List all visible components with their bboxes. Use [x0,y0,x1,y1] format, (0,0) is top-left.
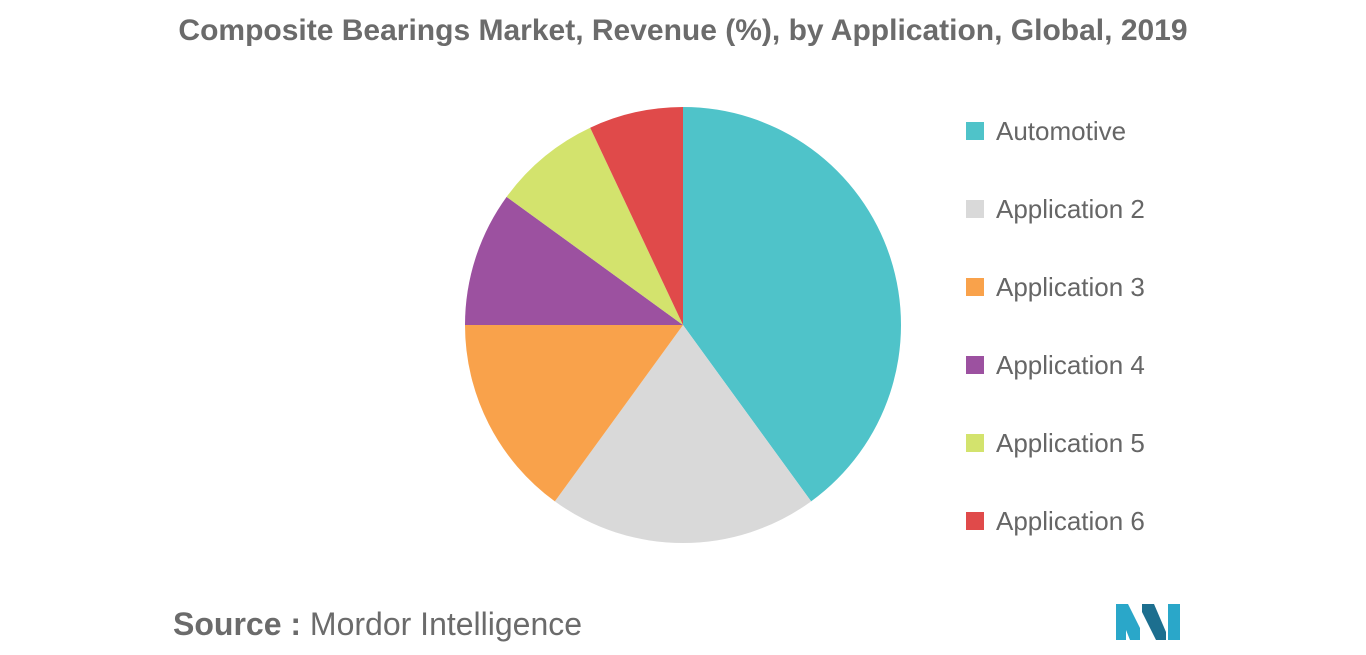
chart-title: Composite Bearings Market, Revenue (%), … [178,14,1188,47]
legend-swatch [966,278,984,296]
legend-label: Application 3 [996,272,1145,302]
pie-slice-application-3 [465,325,683,502]
legend-swatch [966,122,984,140]
source-text: Mordor Intelligence [309,606,583,642]
source-label: Source : [173,606,302,642]
legend-label: Application 4 [996,350,1145,380]
pie-slice-application-6 [590,107,683,325]
pie-slice-application-5 [506,127,683,325]
pie-slice-application-4 [465,196,683,325]
legend-label: Application 5 [996,428,1145,458]
mordor-logo-icon [1116,604,1180,640]
logo-shape-right [1168,604,1180,640]
legend-swatch [966,512,984,530]
legend-label: Application 2 [996,194,1145,224]
pie-slice-application-2 [554,325,812,543]
legend-label: Application 6 [996,506,1145,536]
legend-swatch [966,434,984,452]
pie-slice-automotive [683,107,901,502]
source-note: Source : Mordor Intelligence [173,606,582,643]
pie-chart [465,107,901,543]
logo-shape-left [1116,604,1140,640]
legend-swatch [966,356,984,374]
legend-label: Automotive [996,116,1127,146]
logo-shape-mid [1142,604,1166,640]
legend-swatch [966,200,984,218]
